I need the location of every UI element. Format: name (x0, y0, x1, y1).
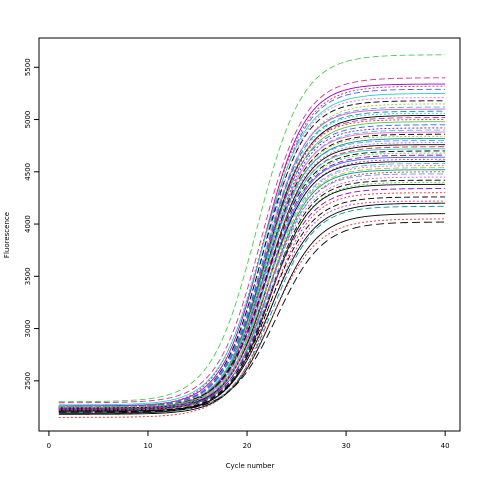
series-curve-29 (58, 148, 446, 410)
y-tick-label: 4500 (24, 163, 32, 181)
y-tick-label: 2500 (24, 372, 32, 390)
series-curve-6 (58, 93, 446, 406)
series-curve-52 (58, 213, 446, 415)
series-curve-21 (58, 131, 446, 410)
series-curve-18 (58, 124, 446, 407)
series-curve-20 (58, 129, 446, 408)
series-curve-22 (58, 133, 446, 411)
series-curve-26 (58, 142, 446, 408)
x-tick-label: 10 (144, 442, 153, 450)
series-curve-28 (58, 146, 446, 409)
x-tick-label: 30 (342, 442, 351, 450)
series-curve-1 (58, 54, 446, 403)
series-curve-42 (58, 176, 446, 409)
series-curve-27 (58, 144, 446, 411)
series-curve-24 (58, 137, 446, 409)
x-axis-label: Cycle number (226, 462, 275, 470)
series-curve-54 (58, 221, 446, 413)
x-tick-label: 20 (243, 442, 252, 450)
series-curve-44 (58, 181, 446, 411)
x-tick-label: 0 (47, 442, 51, 450)
series-curve-47 (58, 192, 446, 411)
series-curve-17 (58, 121, 446, 410)
series-curve-50 (58, 202, 446, 414)
series-curve-25 (58, 140, 446, 410)
series-curve-46 (58, 188, 446, 410)
series-curve-7 (58, 97, 446, 410)
curve-group (58, 54, 446, 418)
series-curve-30 (58, 150, 446, 408)
x-axis: 0 10 20 30 40 (47, 431, 450, 450)
y-axis-label: Fluorescence (3, 212, 11, 258)
plot-frame (38, 37, 461, 432)
y-tick-label: 3500 (24, 267, 32, 285)
y-tick-label: 3000 (24, 320, 32, 338)
y-tick-label: 4000 (24, 215, 32, 233)
series-curve-53 (58, 218, 446, 418)
x-tick-label: 40 (441, 442, 450, 450)
series-curve-39 (58, 169, 446, 410)
series-curve-38 (58, 167, 446, 408)
y-tick-label: 5000 (24, 111, 32, 129)
series-curve-41 (58, 173, 446, 412)
series-curve-2 (58, 77, 446, 404)
series-curve-48 (58, 196, 446, 412)
y-tick-label: 5500 (24, 58, 32, 76)
y-axis: 2500 3000 3500 4000 4500 5000 5500 (24, 58, 39, 390)
